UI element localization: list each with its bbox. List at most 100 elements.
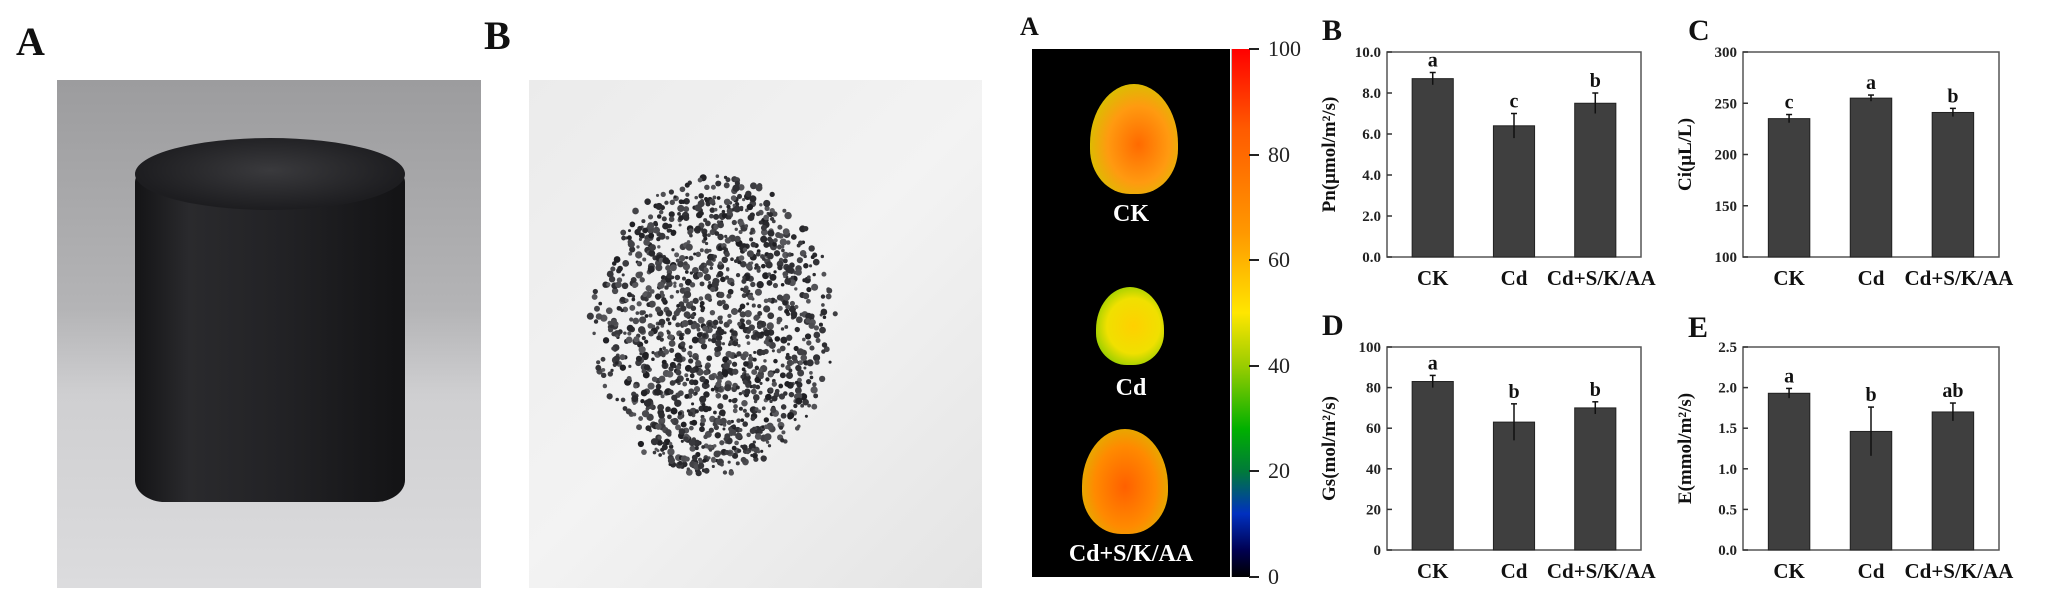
granule: [647, 382, 655, 390]
granule: [803, 263, 809, 269]
granule: [677, 211, 681, 216]
granule: [703, 467, 710, 474]
granule: [699, 426, 705, 433]
granule: [668, 389, 674, 395]
granule: [790, 252, 794, 257]
granule: [715, 334, 723, 341]
granule: [767, 444, 772, 448]
granule: [703, 218, 708, 223]
granule: [785, 371, 794, 379]
granule: [668, 334, 674, 340]
granule: [641, 219, 646, 224]
granule: [689, 300, 694, 305]
granule: [800, 354, 808, 362]
y-tick-label: 80: [1366, 381, 1381, 397]
granule: [691, 266, 699, 274]
colorbar-tick-label: 80: [1268, 141, 1290, 167]
granule: [723, 198, 731, 206]
granule: [649, 289, 655, 294]
significance-letter: b: [1947, 85, 1958, 107]
granule: [766, 393, 771, 399]
granule: [757, 310, 763, 316]
granule: [662, 451, 666, 455]
colorbar-tick-label: 0: [1268, 564, 1279, 589]
granule: [704, 364, 710, 370]
granule: [724, 251, 730, 258]
granule: [667, 321, 672, 326]
granule: [702, 458, 707, 463]
granule: [739, 246, 744, 251]
colorbar-tick: [1249, 576, 1259, 578]
granule: [645, 407, 650, 411]
granule: [753, 350, 757, 354]
granule: [680, 341, 686, 347]
category-label: Cd: [1501, 266, 1528, 290]
granule: [702, 232, 708, 238]
granule: [747, 294, 754, 301]
granule: [719, 315, 723, 319]
granule: [726, 209, 731, 213]
granule: [750, 388, 757, 395]
granule: [779, 372, 786, 379]
granule: [805, 298, 811, 304]
granule: [776, 294, 783, 301]
granule: [660, 191, 666, 197]
granule: [699, 281, 705, 287]
granule: [745, 450, 750, 455]
granule: [684, 255, 689, 260]
granule: [641, 310, 646, 315]
granule: [814, 359, 820, 365]
granule: [740, 374, 745, 379]
y-tick-label: 1.5: [1718, 421, 1737, 437]
colorbar-tick: [1249, 48, 1259, 50]
granule: [678, 215, 684, 221]
granule: [694, 409, 699, 414]
granule: [620, 397, 626, 403]
granule: [746, 329, 751, 334]
granule: [780, 363, 785, 368]
granule: [795, 392, 803, 400]
granule: [769, 399, 773, 404]
granule: [633, 336, 640, 343]
granule: [757, 450, 761, 454]
granule: [631, 282, 638, 289]
granule: [819, 375, 826, 382]
granule: [638, 346, 646, 354]
granule: [664, 200, 669, 205]
granule: [785, 240, 791, 245]
granule: [694, 446, 699, 451]
granule: [674, 274, 681, 281]
granule: [626, 235, 632, 241]
category-label: Cd: [1858, 266, 1885, 290]
granule: [641, 449, 647, 455]
granule: [714, 432, 721, 439]
granule: [710, 286, 716, 293]
granule: [788, 368, 793, 373]
granule: [749, 231, 753, 235]
granule: [730, 257, 734, 262]
granule: [702, 333, 707, 338]
granule: [658, 453, 662, 457]
granule: [643, 399, 652, 407]
granule: [719, 409, 726, 416]
granule: [713, 213, 720, 220]
granule: [641, 336, 646, 341]
granule: [704, 197, 709, 202]
granule: [820, 294, 826, 299]
granule: [678, 283, 684, 288]
granule: [697, 177, 703, 183]
granule: [795, 316, 803, 324]
y-tick-label: 2.0: [1718, 381, 1737, 397]
granule: [807, 403, 811, 408]
granule: [781, 430, 786, 435]
y-tick-label: 300: [1715, 45, 1738, 61]
granule: [778, 425, 784, 430]
granule: [685, 243, 693, 251]
granule: [750, 334, 757, 340]
granule: [629, 304, 636, 311]
granule: [675, 369, 682, 376]
granule: [795, 364, 802, 372]
granule: [786, 253, 790, 257]
granule: [683, 214, 690, 221]
significance-letter: b: [1508, 381, 1519, 403]
